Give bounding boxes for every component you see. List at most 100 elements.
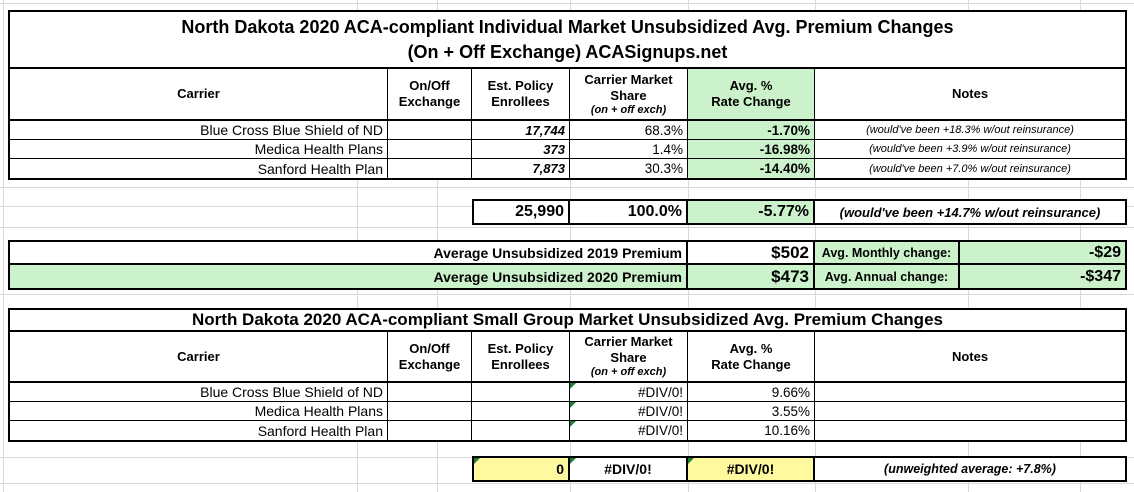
carrier-cell[interactable]: Sanford Health Plan <box>10 421 388 440</box>
gridline <box>0 227 1134 228</box>
header-line: Rate Change <box>711 94 791 109</box>
exchange-cell[interactable] <box>388 402 472 421</box>
header-line: On/Off <box>409 78 450 93</box>
notes-cell[interactable] <box>815 402 1125 421</box>
carrier-cell[interactable]: Medica Health Plans <box>10 140 388 159</box>
premium-summary-block: Average Unsubsidized 2019 Premium $502 A… <box>8 240 1127 290</box>
header-line: Est. Policy <box>487 340 554 356</box>
total-value: 0 <box>556 461 564 477</box>
enrollees-cell[interactable] <box>472 402 570 421</box>
exchange-cell[interactable] <box>388 121 472 140</box>
error-value: #DIV/0! <box>604 461 652 477</box>
notes-cell[interactable] <box>815 383 1125 402</box>
header-line: Exchange <box>398 94 461 109</box>
header-line: On/Off <box>409 340 450 356</box>
premium-2019-label[interactable]: Average Unsubsidized 2019 Premium <box>10 242 688 265</box>
enrollees-cell[interactable] <box>472 383 570 402</box>
rate-change-column-header[interactable]: Avg. % Rate Change <box>688 332 815 383</box>
error-value: #DIV/0! <box>637 403 683 419</box>
header-line: Avg. % <box>729 340 773 356</box>
notes-cell[interactable]: (would've been +18.3% w/out reinsurance) <box>815 121 1125 140</box>
title-line-1: North Dakota 2020 ACA-compliant Small Gr… <box>192 310 943 329</box>
exchange-cell[interactable] <box>388 383 472 402</box>
gridline <box>0 187 1134 188</box>
error-value: #DIV/0! <box>726 461 775 477</box>
enrollees-cell[interactable]: 17,744 <box>472 121 570 140</box>
market-share-cell[interactable]: 1.4% <box>570 140 688 159</box>
notes-cell[interactable]: (would've been +3.9% w/out reinsurance) <box>815 140 1125 159</box>
total-notes-cell[interactable]: (would've been +14.7% w/out reinsurance) <box>839 204 1101 220</box>
rate-change-cell[interactable]: -14.40% <box>688 159 815 178</box>
error-indicator-icon <box>570 402 576 408</box>
market-share-error-cell[interactable]: #DIV/0! <box>570 421 688 440</box>
rate-change-column-header[interactable]: Avg. % Rate Change <box>688 69 815 121</box>
header-line: Enrollees <box>491 356 550 372</box>
header-subline: (on + off exch) <box>590 103 667 116</box>
monthly-change-label[interactable]: Avg. Monthly change: <box>815 242 960 265</box>
exchange-column-header[interactable]: On/Off Exchange <box>388 332 472 383</box>
enrollees-cell[interactable]: 7,873 <box>472 159 570 178</box>
header-line: Carrier Market <box>584 71 673 87</box>
header-line: Est. Policy <box>487 78 554 93</box>
total-enrollees-cell[interactable]: 0 <box>474 458 570 480</box>
rate-change-cell[interactable]: 3.55% <box>688 402 815 421</box>
rate-change-cell[interactable]: -1.70% <box>688 121 815 140</box>
enrollees-cell[interactable]: 373 <box>472 140 570 159</box>
error-indicator-icon <box>570 383 576 389</box>
annual-change-value[interactable]: -$347 <box>960 265 1125 288</box>
market-share-column-header[interactable]: Carrier Market Share (on + off exch) <box>570 69 688 121</box>
rate-change-cell[interactable]: 10.16% <box>688 421 815 440</box>
gridline <box>3 0 4 492</box>
market-share-column-header[interactable]: Carrier Market Share (on + off exch) <box>570 332 688 383</box>
header-line: Rate Change <box>711 356 791 372</box>
carrier-cell[interactable]: Medica Health Plans <box>10 402 388 421</box>
gridline <box>0 294 1134 295</box>
total-market-share-cell[interactable]: 100.0% <box>570 201 688 223</box>
carrier-column-header[interactable]: Carrier <box>10 332 388 383</box>
individual-market-title[interactable]: North Dakota 2020 ACA-compliant Individu… <box>10 12 1125 69</box>
market-share-error-cell[interactable]: #DIV/0! <box>570 402 688 421</box>
error-indicator-icon <box>474 458 480 464</box>
total-rate-change-cell[interactable]: -5.77% <box>688 201 815 223</box>
total-notes-cell[interactable]: (unweighted average: +7.8%) <box>884 462 1056 476</box>
individual-market-table: North Dakota 2020 ACA-compliant Individu… <box>8 10 1127 180</box>
exchange-column-header[interactable]: On/Off Exchange <box>388 69 472 121</box>
error-indicator-icon <box>570 421 576 427</box>
market-share-cell[interactable]: 68.3% <box>570 121 688 140</box>
enrollees-column-header[interactable]: Est. Policy Enrollees <box>472 69 570 121</box>
monthly-change-value[interactable]: -$29 <box>960 242 1125 265</box>
market-share-error-cell[interactable]: #DIV/0! <box>570 383 688 402</box>
exchange-cell[interactable] <box>388 159 472 178</box>
carrier-column-header[interactable]: Carrier <box>10 69 388 121</box>
rate-change-cell[interactable]: -16.98% <box>688 140 815 159</box>
notes-column-header[interactable]: Notes <box>815 69 1125 121</box>
notes-cell[interactable]: (would've been +7.0% w/out reinsurance) <box>869 162 1071 175</box>
enrollees-cell[interactable] <box>472 421 570 440</box>
annual-change-label[interactable]: Avg. Annual change: <box>815 265 960 288</box>
small-group-market-title[interactable]: North Dakota 2020 ACA-compliant Small Gr… <box>10 310 1125 332</box>
individual-market-total-row: 25,990 100.0% -5.77% (would've been +14.… <box>472 199 1127 225</box>
premium-2020-label[interactable]: Average Unsubsidized 2020 Premium <box>10 265 688 288</box>
premium-2020-value[interactable]: $473 <box>688 265 815 288</box>
exchange-cell[interactable] <box>388 140 472 159</box>
header-line: Share <box>610 350 647 365</box>
error-indicator-icon <box>688 458 694 464</box>
notes-column-header[interactable]: Notes <box>815 332 1125 383</box>
error-value: #DIV/0! <box>637 384 683 400</box>
total-enrollees-cell[interactable]: 25,990 <box>474 201 570 223</box>
carrier-cell[interactable]: Blue Cross Blue Shield of ND <box>10 383 388 402</box>
total-rate-change-cell[interactable]: #DIV/0! <box>688 458 815 480</box>
small-group-market-total-row: 0 #DIV/0! #DIV/0! (unweighted average: +… <box>472 456 1127 482</box>
rate-change-cell[interactable]: 9.66% <box>688 383 815 402</box>
error-value: #DIV/0! <box>637 423 683 438</box>
carrier-cell[interactable]: Sanford Health Plan <box>10 159 388 178</box>
header-line: Avg. % <box>729 78 773 93</box>
market-share-cell[interactable]: 30.3% <box>570 159 688 178</box>
premium-2019-value[interactable]: $502 <box>688 242 815 265</box>
enrollees-column-header[interactable]: Est. Policy Enrollees <box>472 332 570 383</box>
error-indicator-icon <box>570 458 576 464</box>
notes-cell[interactable] <box>815 421 1125 440</box>
total-market-share-cell[interactable]: #DIV/0! <box>570 458 688 480</box>
exchange-cell[interactable] <box>388 421 472 440</box>
carrier-cell[interactable]: Blue Cross Blue Shield of ND <box>10 121 388 140</box>
